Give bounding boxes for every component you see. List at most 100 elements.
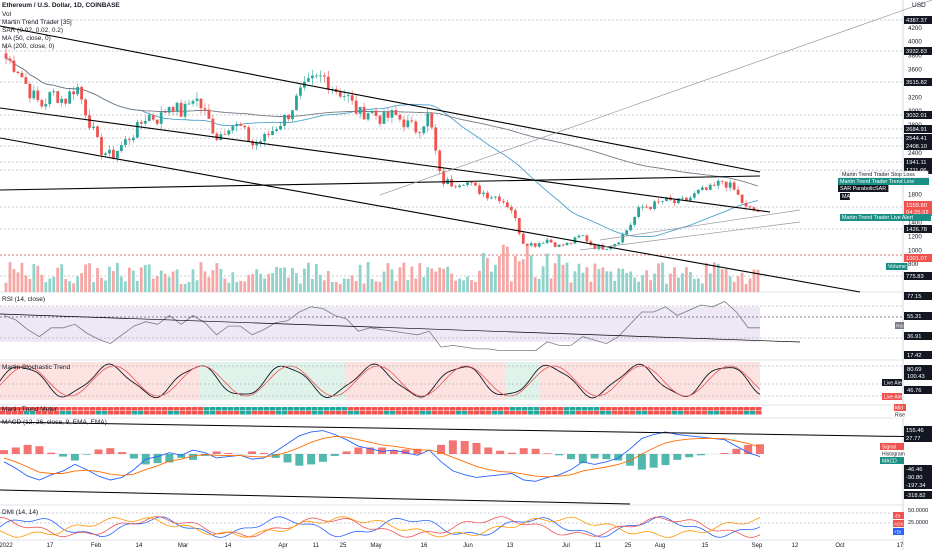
candle-body <box>374 110 378 116</box>
trend-meter-cell <box>522 407 528 411</box>
rsi-line <box>3 301 760 351</box>
rsi-trend-line <box>0 313 801 343</box>
macd-histogram-bar <box>177 454 186 458</box>
trend-meter-cell <box>132 411 138 415</box>
trend-meter-cell <box>348 411 354 415</box>
trend-meter-cell <box>252 407 258 411</box>
trend-meter-cell <box>30 407 36 411</box>
price-level-badge <box>904 16 932 24</box>
trend-meter-title[interactable]: Martin Trend Meter <box>2 406 57 413</box>
trend-meter-cell <box>750 407 756 411</box>
trend-meter-cell <box>90 407 96 411</box>
candle-body <box>458 185 461 188</box>
candle-body <box>497 196 501 202</box>
candle-body <box>621 234 625 243</box>
trend-meter-cell <box>684 411 690 415</box>
time-tick-label: Aug <box>655 543 666 549</box>
macd-histogram-bar <box>248 451 257 454</box>
trend-line <box>0 107 771 213</box>
macd-histogram-bar <box>283 454 292 463</box>
trend-meter-cell <box>714 411 720 415</box>
macd-histogram-bar <box>756 444 764 454</box>
volume-bar <box>127 267 131 292</box>
candle-body <box>295 95 298 111</box>
volume-bar <box>32 264 36 292</box>
trend-meter-cell <box>6 411 12 415</box>
trend-meter-cell <box>150 407 156 411</box>
time-tick-label: 14 <box>225 543 232 549</box>
stoch-title[interactable]: Martin Stochastic Trend <box>2 364 71 371</box>
price-level-value: 3032.01 <box>906 113 927 119</box>
dmi-title[interactable]: DMI (14, 14) <box>2 509 39 516</box>
volume-bar <box>478 270 481 292</box>
candle-body <box>696 189 700 194</box>
indicator-ma50[interactable]: MA (50, close, 0) <box>2 35 51 42</box>
annotation-label: Martin Trend Trader Trend Line <box>840 179 914 185</box>
trend-meter-cell <box>648 407 654 411</box>
trend-meter-cell <box>150 411 156 415</box>
volume-bar <box>740 272 744 292</box>
trend-meter-cell <box>138 411 144 415</box>
candle-body <box>370 110 374 114</box>
trend-meter-cell <box>468 407 474 411</box>
trend-meter-cell <box>726 411 732 415</box>
trend-meter-cell <box>402 411 408 415</box>
candle-body <box>322 75 326 77</box>
trend-meter-cell <box>78 411 84 415</box>
trend-meter-cell <box>300 407 306 411</box>
candle-body <box>179 102 183 117</box>
candle-body <box>442 171 446 185</box>
volume-bar <box>450 273 454 292</box>
annotation-label: Martin Trend Trader Stop Loss <box>842 172 915 178</box>
volume-bar <box>203 271 207 292</box>
volume-bar <box>231 272 235 292</box>
volume-bar <box>179 283 183 292</box>
macd-title[interactable]: MACD (12, 26, close, 9, EMA, EMA) <box>2 419 107 426</box>
trend-meter-cell <box>396 411 402 415</box>
trend-meter-cell <box>48 407 54 411</box>
currency-label: USD <box>912 2 926 9</box>
volume-bar <box>151 278 155 292</box>
candle-body <box>553 242 557 247</box>
time-axis[interactable]: 2022 17 Feb 14 Mar 14 Apr 11 25 May 16 Jun 13 Jul 11 25… <box>0 543 904 549</box>
stoch-zone <box>345 362 505 400</box>
macd-tag-label: Signal <box>882 445 896 451</box>
trend-meter-cell <box>486 411 492 415</box>
trend-lines <box>0 0 932 293</box>
indicator-ma200[interactable]: MA (200, close, 0) <box>2 43 55 50</box>
trend-meter-cell <box>330 411 336 415</box>
candle-body <box>748 206 752 208</box>
macd-histogram-bar <box>626 454 635 466</box>
rsi-title[interactable]: RSI (14, close) <box>2 296 45 303</box>
volume-bar <box>72 283 76 292</box>
time-tick-label: Jun <box>463 543 473 549</box>
candle-body <box>36 90 40 101</box>
indicator-sar[interactable]: SAR (0.02, 0.02, 0.2) <box>2 27 64 34</box>
candle-body <box>263 133 267 142</box>
trend-meter-cell <box>456 407 462 411</box>
trend-meter-cell <box>276 407 282 411</box>
indicator-vol[interactable]: Vol <box>2 11 12 18</box>
trend-meter-cell <box>330 407 336 411</box>
price-level-value: 1941.11 <box>906 160 927 166</box>
candle-body <box>4 53 8 59</box>
volume-bar <box>24 275 28 292</box>
macd-tag-badge <box>880 450 904 457</box>
candle-body <box>549 239 553 243</box>
trend-meter-cell <box>726 407 732 411</box>
indicator-martin-trend-trader[interactable]: Martin Trend Trader [35] <box>2 19 72 26</box>
trend-meter-cell <box>258 411 264 415</box>
stoch-level-value: 80.69 <box>907 367 922 373</box>
price-level-value: 2544.41 <box>906 136 927 142</box>
price-axis[interactable]: 4200400038003600340032003000280026002400… <box>838 16 932 535</box>
candle-body <box>326 76 330 90</box>
macd-level-value: -90.80 <box>906 475 922 481</box>
candle-body <box>438 150 442 172</box>
trend-meter-cell <box>342 411 348 415</box>
trend-meter-cell <box>288 411 294 415</box>
volume-bar <box>569 282 573 292</box>
trend-meter-cell <box>204 411 210 415</box>
trend-meter-cell <box>678 411 684 415</box>
volume-bar <box>585 267 589 292</box>
